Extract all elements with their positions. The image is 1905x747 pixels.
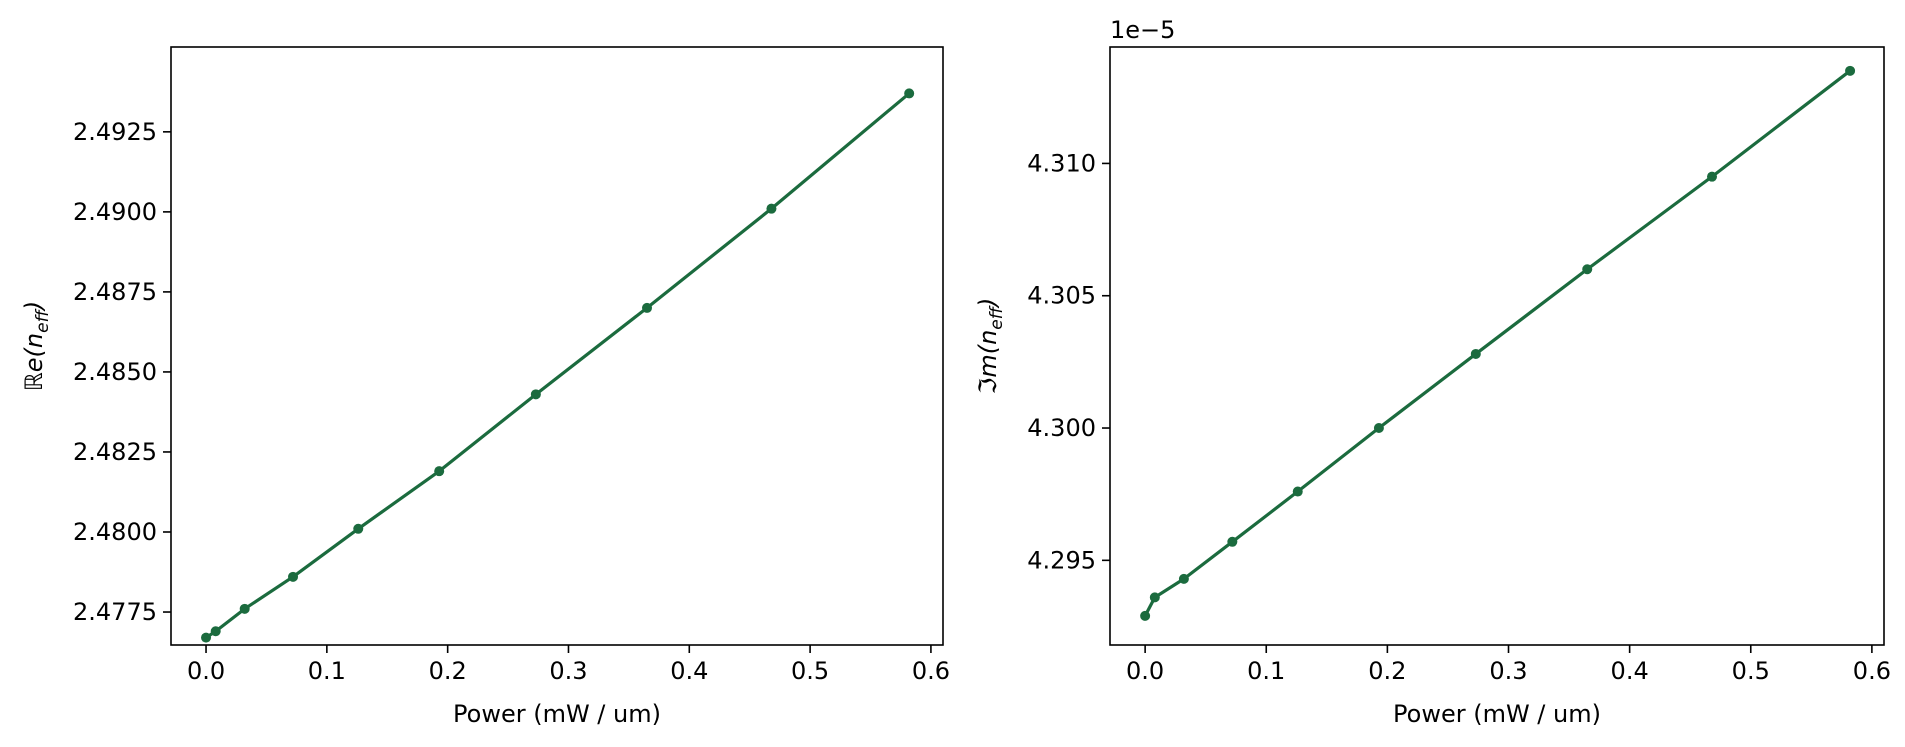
chart-real-part-data-point — [239, 603, 250, 614]
chart-imag-part-y-axis-label-main: ℑm(n — [974, 330, 1002, 395]
chart-real-part-data-point — [288, 571, 299, 582]
chart-imag-part-data-point — [1227, 536, 1238, 547]
chart-real-part-x-tick-label: 0.2 — [429, 657, 467, 685]
chart-real-part-x-tick-label: 0.1 — [308, 657, 346, 685]
chart-real-part-data-point — [766, 203, 777, 214]
chart-imag-part: 0.0 0.1 0.2 0.3 0.4 0.5 0.6 4.295 4.300 4.305 4.3… — [974, 16, 1891, 728]
chart-imag-part-x-tick-label: 0.3 — [1489, 657, 1527, 685]
chart-real-part-y-axis-label: ℝe(neff) — [20, 301, 53, 391]
chart-real-part-y-tick-label: 2.4850 — [73, 358, 157, 386]
chart-imag-part-x-ticks: 0.0 0.1 0.2 0.3 0.4 0.5 0.6 — [1126, 645, 1891, 685]
chart-imag-part-y-tick-label: 4.305 — [1027, 282, 1096, 310]
chart-imag-part-y-tick-label: 4.300 — [1027, 414, 1096, 442]
chart-imag-part-series-line — [1143, 69, 1852, 617]
chart-imag-part-y-tick-label: 4.295 — [1027, 546, 1096, 574]
chart-imag-part-marks — [1140, 65, 1856, 621]
chart-real-part-x-tick-label: 0.4 — [670, 657, 708, 685]
chart-imag-part-data-point — [1149, 592, 1160, 603]
chart-real-part-y-tick-label: 2.4875 — [73, 278, 157, 306]
chart-real-part-y-tick-label: 2.4775 — [73, 598, 157, 626]
chart-imag-part-offset-text: 1e−5 — [1110, 16, 1175, 44]
chart-real-part-y-tick-label: 2.4900 — [73, 198, 157, 226]
chart-imag-part-data-point — [1178, 573, 1189, 584]
chart-real-part-y-tick-label: 2.4825 — [73, 438, 157, 466]
chart-imag-part-x-tick-label: 0.6 — [1853, 657, 1891, 685]
chart-imag-part-frame — [1109, 46, 1885, 646]
chart-imag-part-y-axis-label-sub: eff — [987, 305, 1007, 329]
chart-real-part-x-tick-label: 0.5 — [791, 657, 829, 685]
chart-imag-part-x-tick-label: 0.2 — [1368, 657, 1406, 685]
chart-real-part-x-tick-label: 0.3 — [549, 657, 587, 685]
chart-real-part: 0.0 0.1 0.2 0.3 0.4 0.5 0.6 2.4775 2.4800 2.4825… — [20, 46, 950, 728]
chart-real-part-series-line — [205, 92, 911, 639]
chart-imag-part-data-point — [1292, 486, 1303, 497]
chart-imag-part-data-point — [1707, 171, 1717, 182]
chart-real-part-y-axis-label-sub: eff — [33, 308, 53, 332]
chart-real-part-y-tick-label: 2.4925 — [73, 118, 157, 146]
chart-real-part-x-tick-label: 0.6 — [912, 657, 950, 685]
chart-real-part-marks — [201, 88, 915, 643]
chart-imag-part-y-tick-label: 4.310 — [1027, 149, 1096, 177]
chart-imag-part-x-tick-label: 0.1 — [1247, 657, 1285, 685]
chart-imag-part-x-tick-label: 0.5 — [1732, 657, 1770, 685]
chart-imag-part-data-point — [1582, 264, 1593, 275]
chart-real-part-y-tick-label: 2.4800 — [73, 518, 157, 546]
chart-imag-part-data-point — [1373, 423, 1384, 434]
chart-imag-part-y-ticks: 4.295 4.300 4.305 4.310 — [1027, 149, 1110, 574]
chart-real-part-data-point — [353, 523, 364, 534]
chart-imag-part-x-tick-label: 0.4 — [1611, 657, 1649, 685]
chart-real-part-y-axis-label-main: ℝe(n — [20, 333, 48, 391]
chart-real-part-x-ticks: 0.0 0.1 0.2 0.3 0.4 0.5 0.6 — [187, 645, 950, 685]
chart-real-part-data-point — [201, 632, 212, 643]
chart-real-part-data-point — [642, 302, 653, 313]
chart-imag-part-data-point — [1140, 610, 1151, 621]
chart-real-part-frame — [170, 46, 944, 646]
chart-real-part-data-point — [904, 88, 915, 99]
chart-imag-part-data-point — [1470, 348, 1481, 359]
chart-imag-part-y-axis-label-close: ) — [974, 298, 1002, 309]
chart-real-part-data-point — [210, 626, 221, 637]
chart-real-part-data-point — [434, 466, 445, 477]
chart-imag-part-data-point — [1845, 65, 1856, 76]
chart-real-part-x-tick-label: 0.0 — [187, 657, 225, 685]
chart-imag-part-x-tick-label: 0.0 — [1126, 657, 1164, 685]
chart-real-part-y-ticks: 2.4775 2.4800 2.4825 2.4850 2.4875 2.4900 2.49… — [73, 118, 171, 626]
chart-real-part-x-axis-label: Power (mW / um) — [453, 700, 661, 728]
chart-imag-part-y-axis-label: ℑm(neff) — [974, 298, 1007, 395]
chart-imag-part-x-axis-label: Power (mW / um) — [1393, 700, 1601, 728]
chart-real-part-y-axis-label-close: ) — [20, 301, 48, 312]
chart-real-part-data-point — [530, 389, 541, 400]
